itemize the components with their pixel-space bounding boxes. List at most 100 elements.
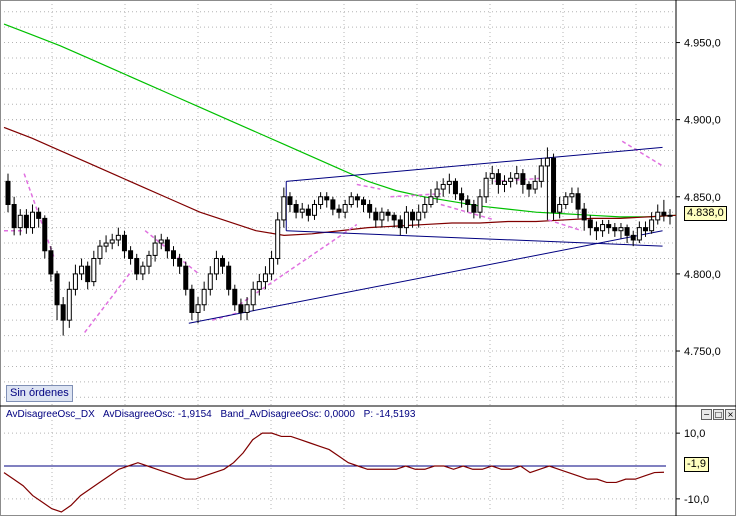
candle-body xyxy=(109,239,115,244)
candle-body xyxy=(361,199,367,206)
trendline xyxy=(188,230,663,324)
maximize-pane-button[interactable]: □ xyxy=(713,409,724,420)
indicator-legend: AvDisagreeOsc_DX AvDisagreeOsc: -1,9154 … xyxy=(6,409,421,420)
candle-body xyxy=(520,173,526,185)
candle-body xyxy=(121,234,127,252)
candle-body xyxy=(103,242,109,247)
candle-body xyxy=(514,173,520,179)
candle-body xyxy=(636,227,642,241)
candle-body xyxy=(5,180,11,206)
candle-body xyxy=(17,214,23,229)
candle-body xyxy=(115,234,121,241)
price-tick-label: 4.850,0 xyxy=(684,192,721,204)
short-moving-average-dashed-segment xyxy=(548,219,583,232)
candle-body xyxy=(30,211,36,229)
candle-body xyxy=(134,257,140,275)
candle-body xyxy=(379,211,385,221)
candle-body xyxy=(434,188,440,198)
candle-body xyxy=(158,239,164,244)
candle-body xyxy=(502,180,507,185)
candle-body xyxy=(281,196,287,221)
candle-body xyxy=(642,227,648,232)
candle-body xyxy=(508,177,514,182)
candle-body xyxy=(342,204,348,213)
candle-body xyxy=(195,304,201,313)
candle-body xyxy=(226,265,232,290)
short-moving-average-dashed-segment xyxy=(212,311,240,321)
candle-body xyxy=(367,204,373,213)
candle-body xyxy=(311,204,317,216)
candle-body xyxy=(655,211,661,221)
candle-body xyxy=(72,273,78,290)
minimize-pane-button[interactable]: − xyxy=(701,409,712,420)
short-moving-average-dashed-segment xyxy=(390,192,441,198)
candle-body xyxy=(471,204,477,213)
candle-body xyxy=(446,180,452,185)
candle-body xyxy=(54,273,60,306)
last-price-tag: 4.838,0 xyxy=(684,206,727,221)
candle-body xyxy=(238,304,244,313)
candle-body xyxy=(465,199,471,206)
candle-body xyxy=(532,180,538,190)
candle-body xyxy=(128,250,134,259)
price-tick-label: 4.750,0 xyxy=(684,346,721,358)
trendline xyxy=(286,230,663,247)
mid-moving-average-line xyxy=(3,126,677,236)
candle-body xyxy=(164,239,170,252)
indicator-osc-value: AvDisagreeOsc: -1,9154 xyxy=(102,409,212,420)
candle-body xyxy=(354,196,360,201)
candle-body xyxy=(79,265,85,275)
candle-body xyxy=(232,288,238,306)
candle-body xyxy=(575,193,581,210)
candle-body xyxy=(391,214,397,221)
candle-body xyxy=(489,173,495,179)
candle-body xyxy=(318,196,324,206)
candle-body xyxy=(256,281,262,290)
candle-body xyxy=(244,304,250,313)
candle-body xyxy=(385,211,391,216)
candle-body xyxy=(477,196,483,213)
candle-body xyxy=(661,211,667,216)
candle-body xyxy=(624,227,630,236)
short-moving-average-dashed-segment xyxy=(440,203,495,221)
candle-body xyxy=(60,304,66,321)
candle-body xyxy=(452,180,458,195)
indicator-p-value: P: -14,5193 xyxy=(363,409,416,420)
candle-body xyxy=(152,242,158,256)
long-moving-average-line xyxy=(3,23,677,218)
candle-body xyxy=(538,165,544,182)
candle-body xyxy=(171,250,176,259)
candle-body xyxy=(91,257,97,283)
candle-body xyxy=(189,288,195,313)
trendline xyxy=(286,146,663,182)
candle-body xyxy=(36,211,42,219)
short-moving-average-dashed-segment xyxy=(238,223,358,306)
short-moving-average-dashed-segment xyxy=(494,177,542,183)
candle-body xyxy=(612,227,618,232)
candle-body xyxy=(330,199,336,210)
price-tick-label: 4.950,0 xyxy=(684,38,721,50)
candle-body xyxy=(66,288,72,321)
candle-body xyxy=(587,219,593,229)
candle-body xyxy=(495,173,501,185)
candle-body xyxy=(140,265,146,275)
close-pane-button[interactable]: × xyxy=(725,409,736,420)
candle-body xyxy=(324,196,330,201)
short-moving-average-dashed-segment xyxy=(84,270,133,333)
orders-status-button[interactable]: Sin órdenes xyxy=(6,385,73,402)
candle-body xyxy=(262,273,268,283)
candle-body xyxy=(630,234,636,241)
indicator-title: AvDisagreeOsc_DX xyxy=(6,409,95,420)
candle-body xyxy=(569,193,575,198)
candle-body xyxy=(85,265,91,283)
candle-body xyxy=(440,183,446,190)
oscillator-tick-label: -10,0 xyxy=(684,494,709,506)
candle-body xyxy=(397,219,403,229)
candle-body xyxy=(606,224,612,229)
price-tick-label: 4.900,0 xyxy=(684,115,721,127)
candle-body xyxy=(483,177,489,198)
candle-body xyxy=(207,273,213,290)
oscillator-line xyxy=(3,432,665,513)
short-moving-average-dashed-segment xyxy=(356,183,381,190)
